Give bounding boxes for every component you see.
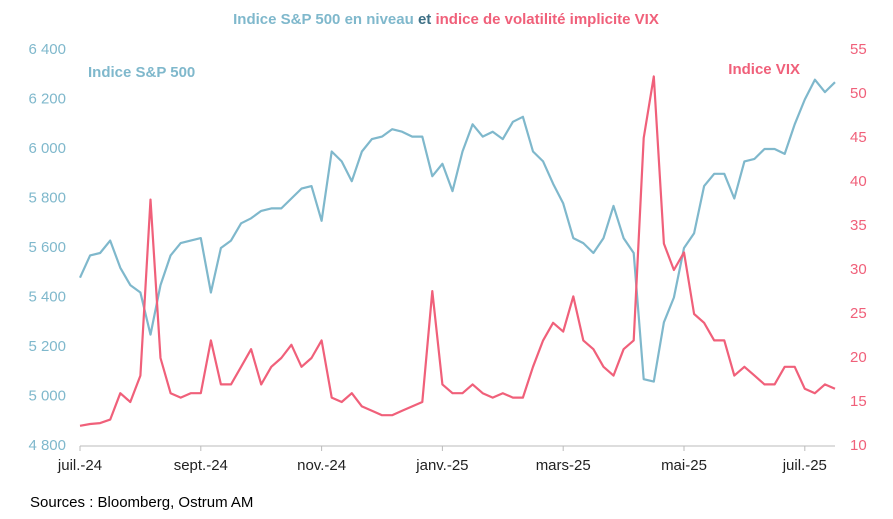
title-part: indice de volatilité implicite VIX bbox=[435, 11, 658, 28]
series-line bbox=[78, 78, 836, 383]
x-tick-label: juil.-24 bbox=[57, 457, 102, 474]
y2-tick-label: 20 bbox=[850, 349, 867, 366]
x-tick-label: mai-25 bbox=[661, 457, 707, 474]
x-tick-label: sept.-24 bbox=[174, 457, 228, 474]
y-tick-label: 5 000 bbox=[28, 387, 66, 404]
source: Sources : Bloomberg, Ostrum AM bbox=[30, 494, 253, 511]
title-part: et bbox=[418, 11, 431, 28]
y-tick-label: 5 400 bbox=[28, 288, 66, 305]
legend-label: Indice VIX bbox=[728, 61, 800, 78]
y-tick-label: 5 800 bbox=[28, 189, 66, 206]
y2-tick-label: 30 bbox=[850, 261, 867, 278]
y2-tick-label: 15 bbox=[850, 393, 867, 410]
y-tick-label: 5 200 bbox=[28, 338, 66, 355]
y-tick-label: 6 400 bbox=[28, 41, 66, 58]
x-tick-label: juil.-25 bbox=[782, 457, 827, 474]
y2-tick-label: 35 bbox=[850, 217, 867, 234]
y2-tick-label: 50 bbox=[850, 85, 867, 102]
y2-tick-label: 40 bbox=[850, 173, 867, 190]
x-tick-label: nov.-24 bbox=[297, 457, 346, 474]
x-tick-label: mars-25 bbox=[536, 457, 591, 474]
y-tick-label: 4 800 bbox=[28, 437, 66, 454]
y2-tick-label: 55 bbox=[850, 41, 867, 58]
y-tick-label: 6 000 bbox=[28, 140, 66, 157]
y2-tick-label: 25 bbox=[850, 305, 867, 322]
legend-label: Indice S&P 500 bbox=[88, 64, 195, 81]
y2-tick-label: 10 bbox=[850, 437, 867, 454]
y-tick-label: 6 200 bbox=[28, 90, 66, 107]
y-tick-label: 5 600 bbox=[28, 239, 66, 256]
title-part: Indice S&P 500 en niveau bbox=[233, 11, 414, 28]
chart-title: Indice S&P 500 en niveau et indice de vo… bbox=[233, 11, 659, 28]
y2-tick-label: 45 bbox=[850, 129, 867, 146]
x-tick-label: janv.-25 bbox=[415, 457, 468, 474]
series-line bbox=[79, 75, 836, 427]
